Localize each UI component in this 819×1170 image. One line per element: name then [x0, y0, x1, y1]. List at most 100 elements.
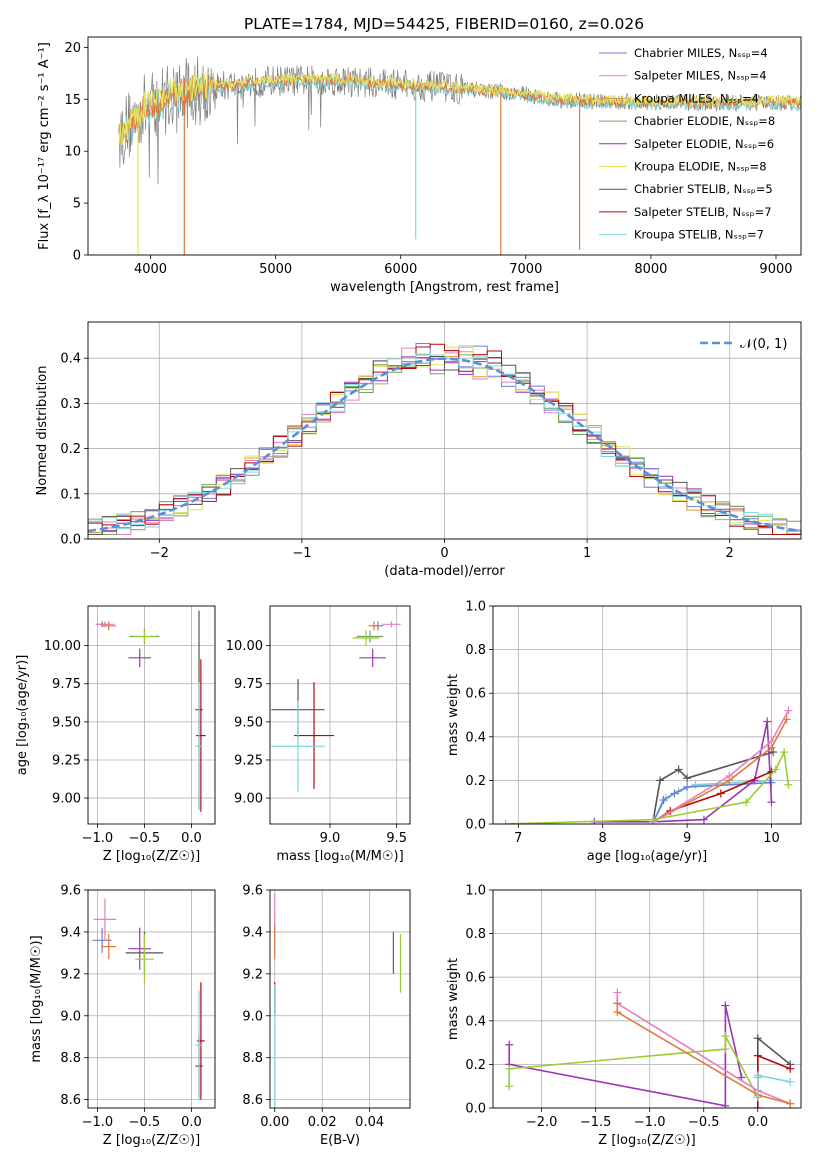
weight-line [652, 719, 788, 823]
y-tick-label: 0.4 [60, 352, 81, 367]
y-tick-label: 9.0 [242, 1009, 263, 1024]
x-tick-label: 8 [599, 831, 607, 846]
legend-label: Salpeter STELIB, Nₛₛₚ=7 [634, 205, 772, 219]
y-tick-label: 0.1 [60, 487, 81, 502]
panel-age-vs-mass: 9.0 9.5 9.00 9.25 9.50 9.75 10.00 mass [log₁₀(M… [226, 605, 411, 864]
legend-label: Kroupa ELODIE, Nₛₛₚ=8 [634, 160, 767, 174]
y-tick-label: 8.8 [242, 1051, 263, 1066]
y-tick-label: 10 [64, 145, 81, 160]
legend-label: Salpeter ELODIE, Nₛₛₚ=6 [634, 137, 774, 151]
legend-label: Salpeter MILES, Nₛₛₚ=4 [634, 69, 767, 83]
x-tick-label: 9.0 [320, 831, 341, 846]
legend-label: Kroupa MILES, Nₛₛₚ=4 [634, 91, 759, 105]
y-tick-label: 0.4 [465, 730, 486, 745]
x-tick-label: −1 [292, 546, 311, 561]
legend-label: Kroupa STELIB, Nₛₛₚ=7 [634, 228, 764, 242]
x-tick-label: 0.04 [355, 1115, 384, 1130]
y-tick-label: 0.0 [465, 818, 486, 833]
x-tick-label: 2 [726, 546, 734, 561]
y-tick-label: 0.4 [465, 1014, 486, 1029]
x-tick-label: 0.00 [260, 1115, 289, 1130]
plot-area [505, 988, 795, 1108]
y-axis-label: Flux [f_λ 10⁻¹⁷ erg cm⁻² s⁻¹ A⁻¹] [37, 42, 52, 250]
x-axis-label: E(B-V) [320, 1133, 360, 1148]
plot-area [118, 56, 801, 255]
y-tick-label: 9.25 [52, 753, 81, 768]
plot-area [92, 898, 205, 1100]
y-tick-label: 15 [64, 93, 81, 108]
y-tick-label: 0.3 [60, 397, 81, 412]
x-axis-label: wavelength [Angstrom, rest frame] [330, 280, 559, 295]
y-tick-label: 0 [73, 249, 81, 264]
panel-mass-weight-vs-Z: −2.0 −1.5 −1.0 −0.5 0.0 0.0 0.2 0.4 0.6 0.8 1.0 Z [… [446, 884, 802, 1148]
y-tick-label: 9.6 [242, 884, 263, 899]
normal-curve [88, 357, 801, 533]
x-tick-label: 1 [583, 546, 591, 561]
y-tick-label: 9.0 [60, 1009, 81, 1024]
y-axis-label: mass [log₁₀(M/M☉)] [29, 935, 44, 1062]
x-tick-label: −1.0 [82, 831, 114, 846]
x-tick-label: −0.5 [688, 1115, 720, 1130]
x-axis-label: Z [log₁₀(Z/Z☉)] [598, 1133, 695, 1148]
x-tick-label: −0.5 [129, 831, 161, 846]
x-tick-label: −2.0 [526, 1115, 558, 1130]
y-tick-label: 9.00 [52, 792, 81, 807]
y-tick-label: 0.2 [465, 1058, 486, 1073]
y-tick-label: 0.0 [465, 1102, 486, 1117]
panel-mass-vs-Z: −1.0 −0.5 0.0 8.6 8.8 9.0 9.2 9.4 9.6 Z [log₁₀(Z/… [29, 884, 216, 1148]
x-axis-label: Z [log₁₀(Z/Z☉)] [103, 1133, 200, 1148]
y-tick-label: 8.6 [242, 1093, 263, 1108]
weight-line [652, 770, 772, 823]
x-tick-label: 0.02 [308, 1115, 337, 1130]
y-tick-label: 9.4 [242, 925, 263, 940]
x-tick-label: 10 [763, 831, 780, 846]
legend-label: Chabrier STELIB, Nₛₛₚ=5 [634, 182, 773, 196]
axes-frame [87, 605, 216, 825]
weight-line [756, 1054, 791, 1108]
legend-label: 𝒩(0, 1) [740, 337, 787, 352]
plot-area [274, 894, 402, 1108]
weight-line [756, 1074, 791, 1098]
x-tick-label: 9.5 [386, 831, 407, 846]
weight-line [616, 1003, 791, 1105]
x-tick-label: 9 [683, 831, 691, 846]
axes-frame [87, 321, 802, 540]
y-tick-label: 8.8 [60, 1051, 81, 1066]
weight-line [652, 710, 790, 823]
y-tick-label: 9.6 [60, 884, 81, 899]
y-tick-label: 0.2 [465, 774, 486, 789]
plot-area [271, 621, 401, 792]
axes-frame [269, 889, 411, 1109]
x-tick-label: 6000 [384, 262, 417, 277]
x-axis-label: Z [log₁₀(Z/Z☉)] [103, 849, 200, 864]
x-axis-label: mass [log₁₀(M/M☉)] [276, 849, 403, 864]
axes-frame [492, 605, 802, 825]
x-tick-label: 0.0 [181, 1115, 202, 1130]
weight-line [505, 749, 790, 824]
x-tick-label: 8000 [634, 262, 667, 277]
y-tick-label: 9.2 [60, 967, 81, 982]
x-tick-label: 7 [514, 831, 522, 846]
y-tick-label: 8.6 [60, 1093, 81, 1108]
legend-label: Chabrier MILES, Nₛₛₚ=4 [634, 46, 768, 60]
y-tick-label: 0.8 [465, 927, 486, 942]
y-axis-label: mass weight [446, 958, 461, 1040]
x-axis-label: age [log₁₀(age/yr)] [587, 849, 708, 864]
weight-line [616, 992, 791, 1105]
y-tick-label: 9.50 [234, 715, 263, 730]
x-tick-label: 0 [440, 546, 448, 561]
y-axis-label: mass weight [446, 674, 461, 756]
y-tick-label: 0.6 [465, 971, 486, 986]
x-tick-label: 7000 [509, 262, 542, 277]
x-tick-label: 0.0 [181, 831, 202, 846]
x-tick-label: 9000 [759, 262, 792, 277]
x-tick-label: 0.0 [747, 1115, 768, 1130]
x-axis-label: (data-model)/error [384, 564, 505, 579]
axes-frame [87, 36, 802, 256]
plot-area [501, 706, 793, 824]
y-tick-label: 0.2 [60, 442, 81, 457]
y-tick-label: 1.0 [465, 600, 486, 615]
x-tick-label: −2 [150, 546, 169, 561]
y-axis-label: age [log₁₀(age/yr)] [15, 655, 30, 776]
panel-spectrum: 4000 5000 6000 7000 8000 9000 0 5 10 15 20 waveleng… [37, 36, 802, 295]
